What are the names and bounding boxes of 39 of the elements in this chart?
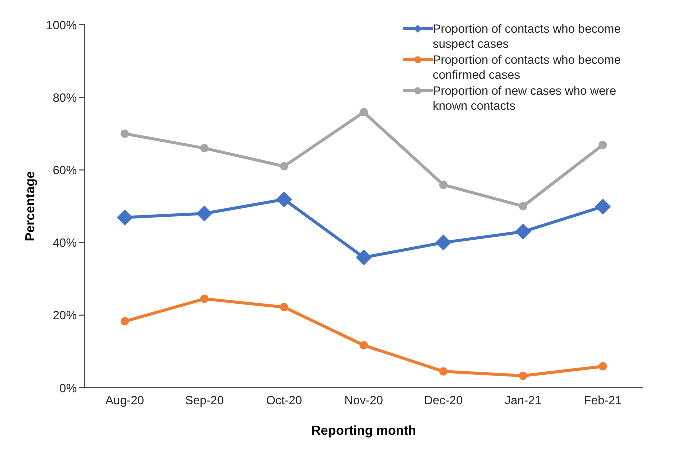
x-tick-label: Feb-21 — [584, 394, 622, 408]
point — [356, 250, 372, 266]
legend-label: Proportion of contacts who become confirmed cases — [433, 53, 622, 83]
y-tick-label: 100% — [46, 18, 78, 32]
y-tick-label: 20% — [52, 308, 78, 323]
x-tick-label: Sep-20 — [185, 394, 224, 408]
point — [439, 367, 448, 376]
point — [200, 144, 209, 153]
x-tick-label: Aug-20 — [106, 394, 145, 408]
x-axis-title: Reporting month — [312, 423, 416, 438]
y-tick-label: 0% — [60, 381, 78, 396]
point — [436, 234, 452, 251]
point — [120, 130, 130, 138]
y-tick-label: 60% — [52, 163, 78, 178]
x-tick-label: Dec-20 — [424, 394, 464, 408]
point — [196, 206, 213, 222]
point — [280, 162, 289, 171]
point — [519, 372, 528, 380]
point — [200, 294, 209, 304]
point — [595, 198, 611, 215]
point — [598, 362, 608, 371]
x-tick-label: Oct-20 — [266, 394, 303, 408]
point — [120, 317, 130, 326]
y-tick-label: 40% — [52, 236, 78, 250]
x-tick-label: Nov-20 — [344, 394, 384, 408]
legend-label: Proportion of contacts who become suspect cases — [433, 22, 622, 52]
point — [117, 210, 133, 226]
y-axis-title: Percentage — [22, 171, 38, 242]
point — [598, 140, 608, 150]
y-tick-label: 80% — [52, 90, 78, 105]
point — [360, 341, 368, 350]
point — [439, 180, 448, 190]
point — [515, 224, 532, 240]
point — [276, 192, 292, 208]
legend-label: Proportion of new cases who were known contacts — [433, 84, 618, 114]
point — [280, 303, 289, 312]
point — [360, 108, 368, 117]
point — [519, 202, 528, 211]
x-tick-label: Jan-21 — [504, 394, 542, 408]
